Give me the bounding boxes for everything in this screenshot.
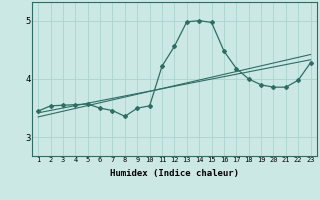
X-axis label: Humidex (Indice chaleur): Humidex (Indice chaleur): [110, 169, 239, 178]
